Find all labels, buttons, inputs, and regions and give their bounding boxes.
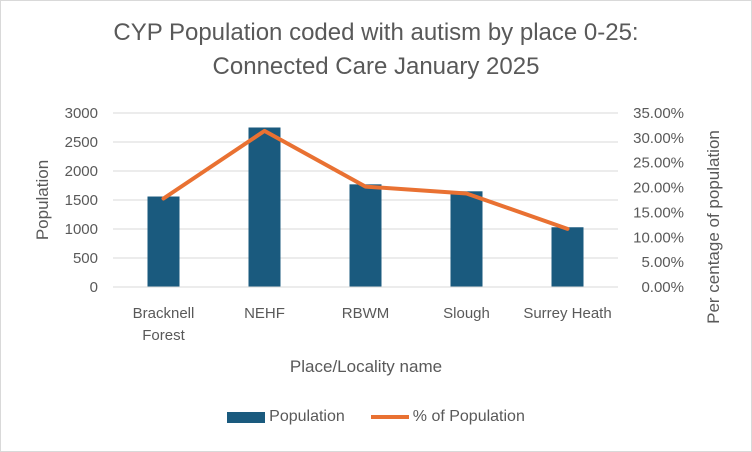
axis-layer: 0 500 1000 1500 2000 2500 3000 0.00% 5.00% 10.00%… xyxy=(65,105,684,344)
y2-tick-label: 10.00% xyxy=(633,229,684,246)
bar-population xyxy=(248,127,281,287)
legend-item-population: Population xyxy=(227,408,345,426)
chart-title-line-2: Connected Care January 2025 xyxy=(212,53,540,80)
legend-item-percent: % of Population xyxy=(370,408,525,426)
y-axis-title: Population xyxy=(33,160,52,240)
y-tick-label: 3000 xyxy=(65,105,98,122)
y-tick-label: 500 xyxy=(73,250,98,267)
legend-swatch-percent xyxy=(370,415,409,419)
y-tick-label: 0 xyxy=(90,279,98,296)
y2-axis-title: Per centage of population xyxy=(704,130,723,324)
legend-label-percent: % of Population xyxy=(412,408,525,425)
bar-layer xyxy=(147,127,584,287)
y-tick-label: 2000 xyxy=(65,163,98,180)
x-axis-title: Place/Locality name xyxy=(290,357,442,376)
y2-tick-label: 35.00% xyxy=(633,105,684,122)
x-tick-label: RBWM xyxy=(342,305,390,322)
y-tick-label: 1000 xyxy=(65,221,98,238)
legend-label-population: Population xyxy=(269,408,345,425)
chart-title-line-1: CYP Population coded with autism by plac… xyxy=(113,19,639,46)
x-tick-label: Bracknell xyxy=(133,305,195,322)
y-tick-label: 2500 xyxy=(65,134,98,151)
legend: Population % of Population xyxy=(0,408,752,426)
legend-swatch-population xyxy=(227,411,266,423)
bar-population xyxy=(147,196,180,287)
line-layer xyxy=(161,128,570,231)
x-tick-label: NEHF xyxy=(244,305,285,322)
x-tick-label: Forest xyxy=(142,327,185,344)
y2-tick-label: 20.00% xyxy=(633,180,684,197)
bar-population xyxy=(450,191,483,287)
y2-tick-label: 0.00% xyxy=(641,279,684,296)
chart-title: CYP Population coded with autism by plac… xyxy=(0,16,752,84)
y2-tick-label: 15.00% xyxy=(633,204,684,221)
y-tick-label: 1500 xyxy=(65,192,98,209)
bar-population xyxy=(349,184,382,287)
y2-tick-label: 5.00% xyxy=(641,254,684,271)
x-tick-label: Slough xyxy=(443,305,490,322)
x-tick-label: Surrey Heath xyxy=(523,305,611,322)
y2-tick-label: 25.00% xyxy=(633,155,684,172)
y2-tick-label: 30.00% xyxy=(633,130,684,147)
bar-population xyxy=(551,227,584,287)
